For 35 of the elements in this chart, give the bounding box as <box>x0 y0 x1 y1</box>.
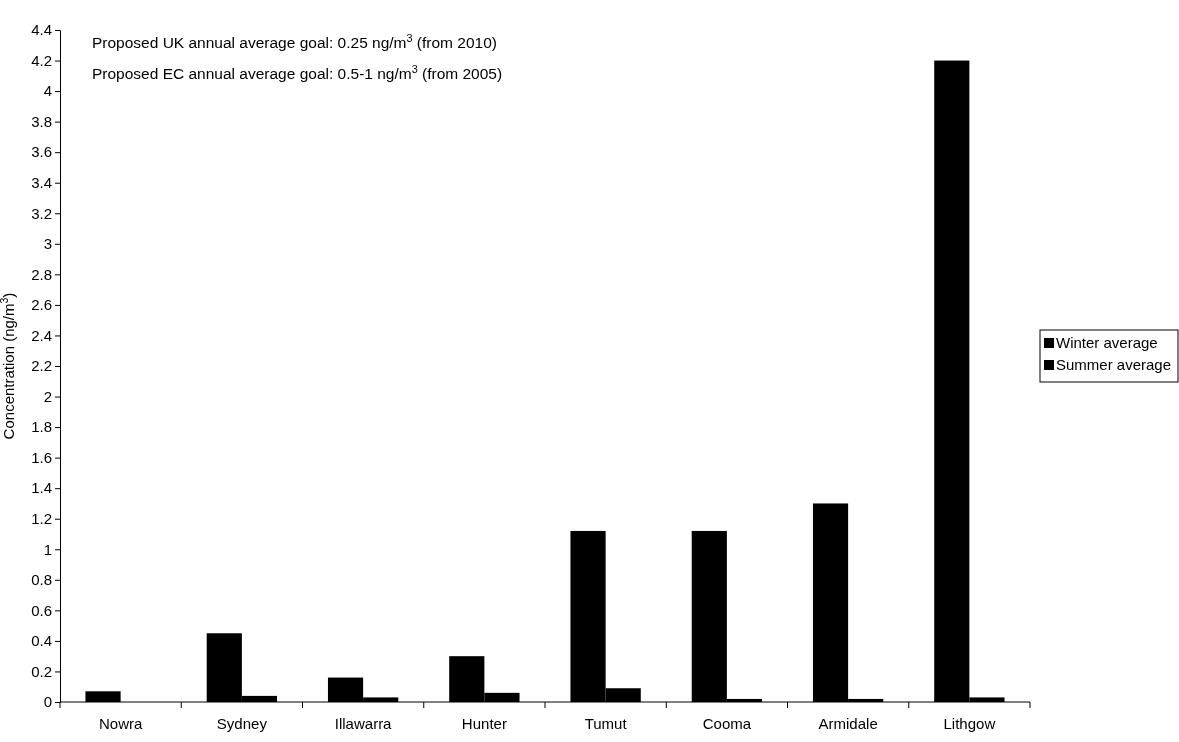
y-tick-label: 4.2 <box>31 51 52 69</box>
y-tick-label: 3.6 <box>31 143 52 161</box>
legend-label: Winter average <box>1056 334 1158 351</box>
x-tick-label: Illawarra <box>334 715 393 732</box>
y-tick-label: 1.2 <box>31 510 52 528</box>
y-tick-label: 4 <box>43 82 52 100</box>
x-tick-label: Hunter <box>461 715 507 732</box>
y-tick-label: 0 <box>43 693 52 711</box>
y-tick-label: 3.8 <box>31 112 52 130</box>
x-tick-label: Armidale <box>818 715 878 732</box>
y-tick-label: 2.6 <box>31 296 52 314</box>
y-tick-label: 1 <box>43 540 52 558</box>
y-tick-label: 0.2 <box>31 662 52 680</box>
y-tick-label: 2.2 <box>31 357 52 375</box>
y-tick-label: 3.2 <box>31 204 52 222</box>
y-tick-label: 0.6 <box>31 601 52 619</box>
legend-label: Summer average <box>1056 356 1172 373</box>
y-tick-label: 2.8 <box>31 265 52 283</box>
y-tick-label: 2 <box>43 387 52 405</box>
y-tick-label: 1.8 <box>31 418 52 436</box>
y-tick-label: 3 <box>43 235 52 253</box>
y-tick-label: 3.4 <box>31 174 52 192</box>
y-tick-label: 2.4 <box>31 326 52 344</box>
y-tick-label: 1.6 <box>31 448 52 466</box>
annotation: Proposed UK annual average goal: 0.25 ng/m$^{3}$ (from 2010) <box>92 32 497 51</box>
x-tick-label: Cooma <box>702 715 752 732</box>
x-tick-label: Lithgow <box>943 715 996 732</box>
x-tick-label: Sydney <box>216 715 268 732</box>
y-tick-label: 0.4 <box>31 632 52 650</box>
x-tick-label: Tumut <box>584 715 628 732</box>
x-tick-label: Nowra <box>98 715 143 732</box>
y-tick-label: 1.4 <box>31 479 52 497</box>
y-tick-label: 4.4 <box>31 21 52 39</box>
annotation: Proposed EC annual average goal: 0.5-1 ng/m$^{3}$ (from 2005) <box>92 63 503 82</box>
y-tick-label: 0.8 <box>31 571 52 589</box>
